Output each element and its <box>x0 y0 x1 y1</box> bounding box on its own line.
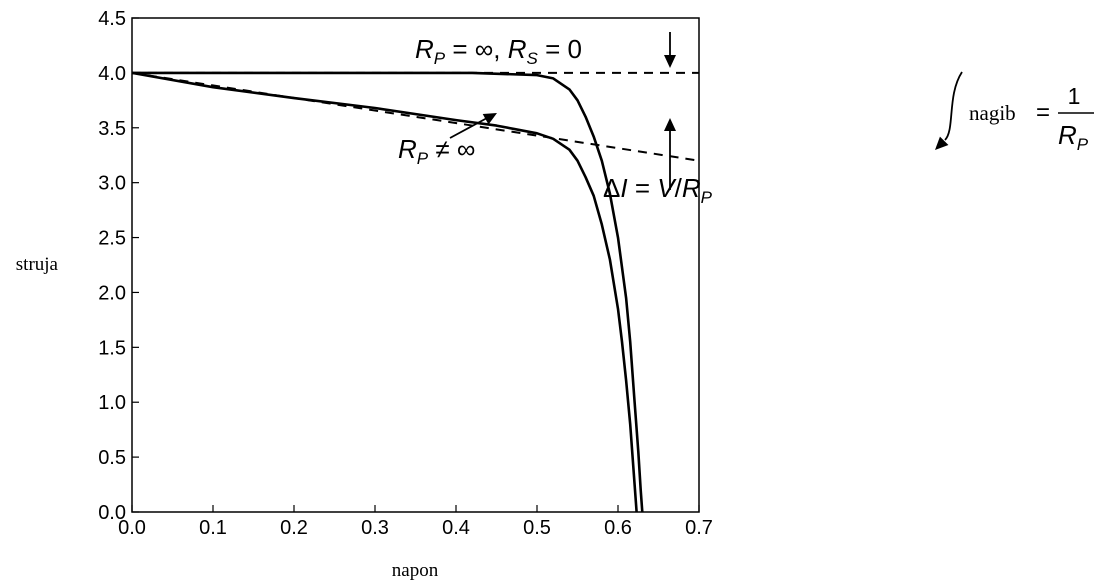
y-tick-label: 4.5 <box>98 8 126 30</box>
annotation-delta: ΔI = V/RP <box>603 173 713 207</box>
annotation-nonideal: RP ≠ ∞ <box>398 134 475 168</box>
x-tick-label: 0.7 <box>685 517 713 539</box>
annotation-slope-equals: = <box>1036 99 1050 126</box>
arrow-nonideal-line <box>449 117 488 139</box>
annotation-slope-denominator: RP <box>1058 120 1089 154</box>
x-tick-label: 0.4 <box>442 517 470 539</box>
y-tick-label: 0.0 <box>98 502 126 524</box>
arrow-slope-curve <box>944 71 963 141</box>
annotation-arrows <box>449 32 963 190</box>
annotation-slope-word: nagib <box>969 101 1016 125</box>
x-tick-label: 0.6 <box>604 517 632 539</box>
arrow-slope-head <box>935 136 949 150</box>
y-tick-label: 1.0 <box>98 392 126 414</box>
x-tick-label: 0.1 <box>199 517 227 539</box>
annotation-ideal: RP = ∞, RS = 0 <box>415 34 582 68</box>
arrow-delta-head <box>664 118 676 131</box>
ideal-curve <box>132 71 644 513</box>
annotation-slope-numerator: 1 <box>1068 83 1081 109</box>
y-tick-label: 4.0 <box>98 63 126 85</box>
arrow-nonideal-head <box>482 113 497 125</box>
x-tick-label: 0.5 <box>523 517 551 539</box>
y-tick-label: 3.5 <box>98 118 126 140</box>
arrow-ideal-head <box>664 55 676 68</box>
axis-ticks: 0.0 0.1 0.2 0.3 0.4 0.5 0.6 0.7 0.0 0.5 1.0 1.5 2.0 2… <box>98 8 713 539</box>
x-tick-label: 0.0 <box>118 517 146 539</box>
x-tick-label: 0.3 <box>361 517 389 539</box>
y-tick-label: 1.5 <box>98 337 126 359</box>
y-tick-label: 3.0 <box>98 173 126 195</box>
y-tick-label: 0.5 <box>98 447 126 469</box>
nonideal-curve <box>131 71 638 513</box>
x-tick-label: 0.2 <box>280 517 308 539</box>
y-tick-label: 2.0 <box>98 282 126 304</box>
curves <box>131 71 700 513</box>
x-axis-title: napon <box>392 560 439 581</box>
y-tick-label: 2.5 <box>98 228 126 250</box>
plot-frame <box>131 17 700 513</box>
y-axis-title: struja <box>16 254 59 275</box>
